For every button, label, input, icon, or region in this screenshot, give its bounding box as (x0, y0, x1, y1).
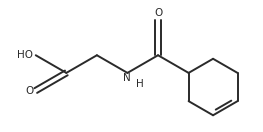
Text: HO: HO (17, 50, 33, 60)
Text: H: H (136, 79, 144, 89)
Text: O: O (25, 86, 33, 96)
Text: N: N (123, 73, 131, 83)
Text: O: O (154, 8, 162, 18)
